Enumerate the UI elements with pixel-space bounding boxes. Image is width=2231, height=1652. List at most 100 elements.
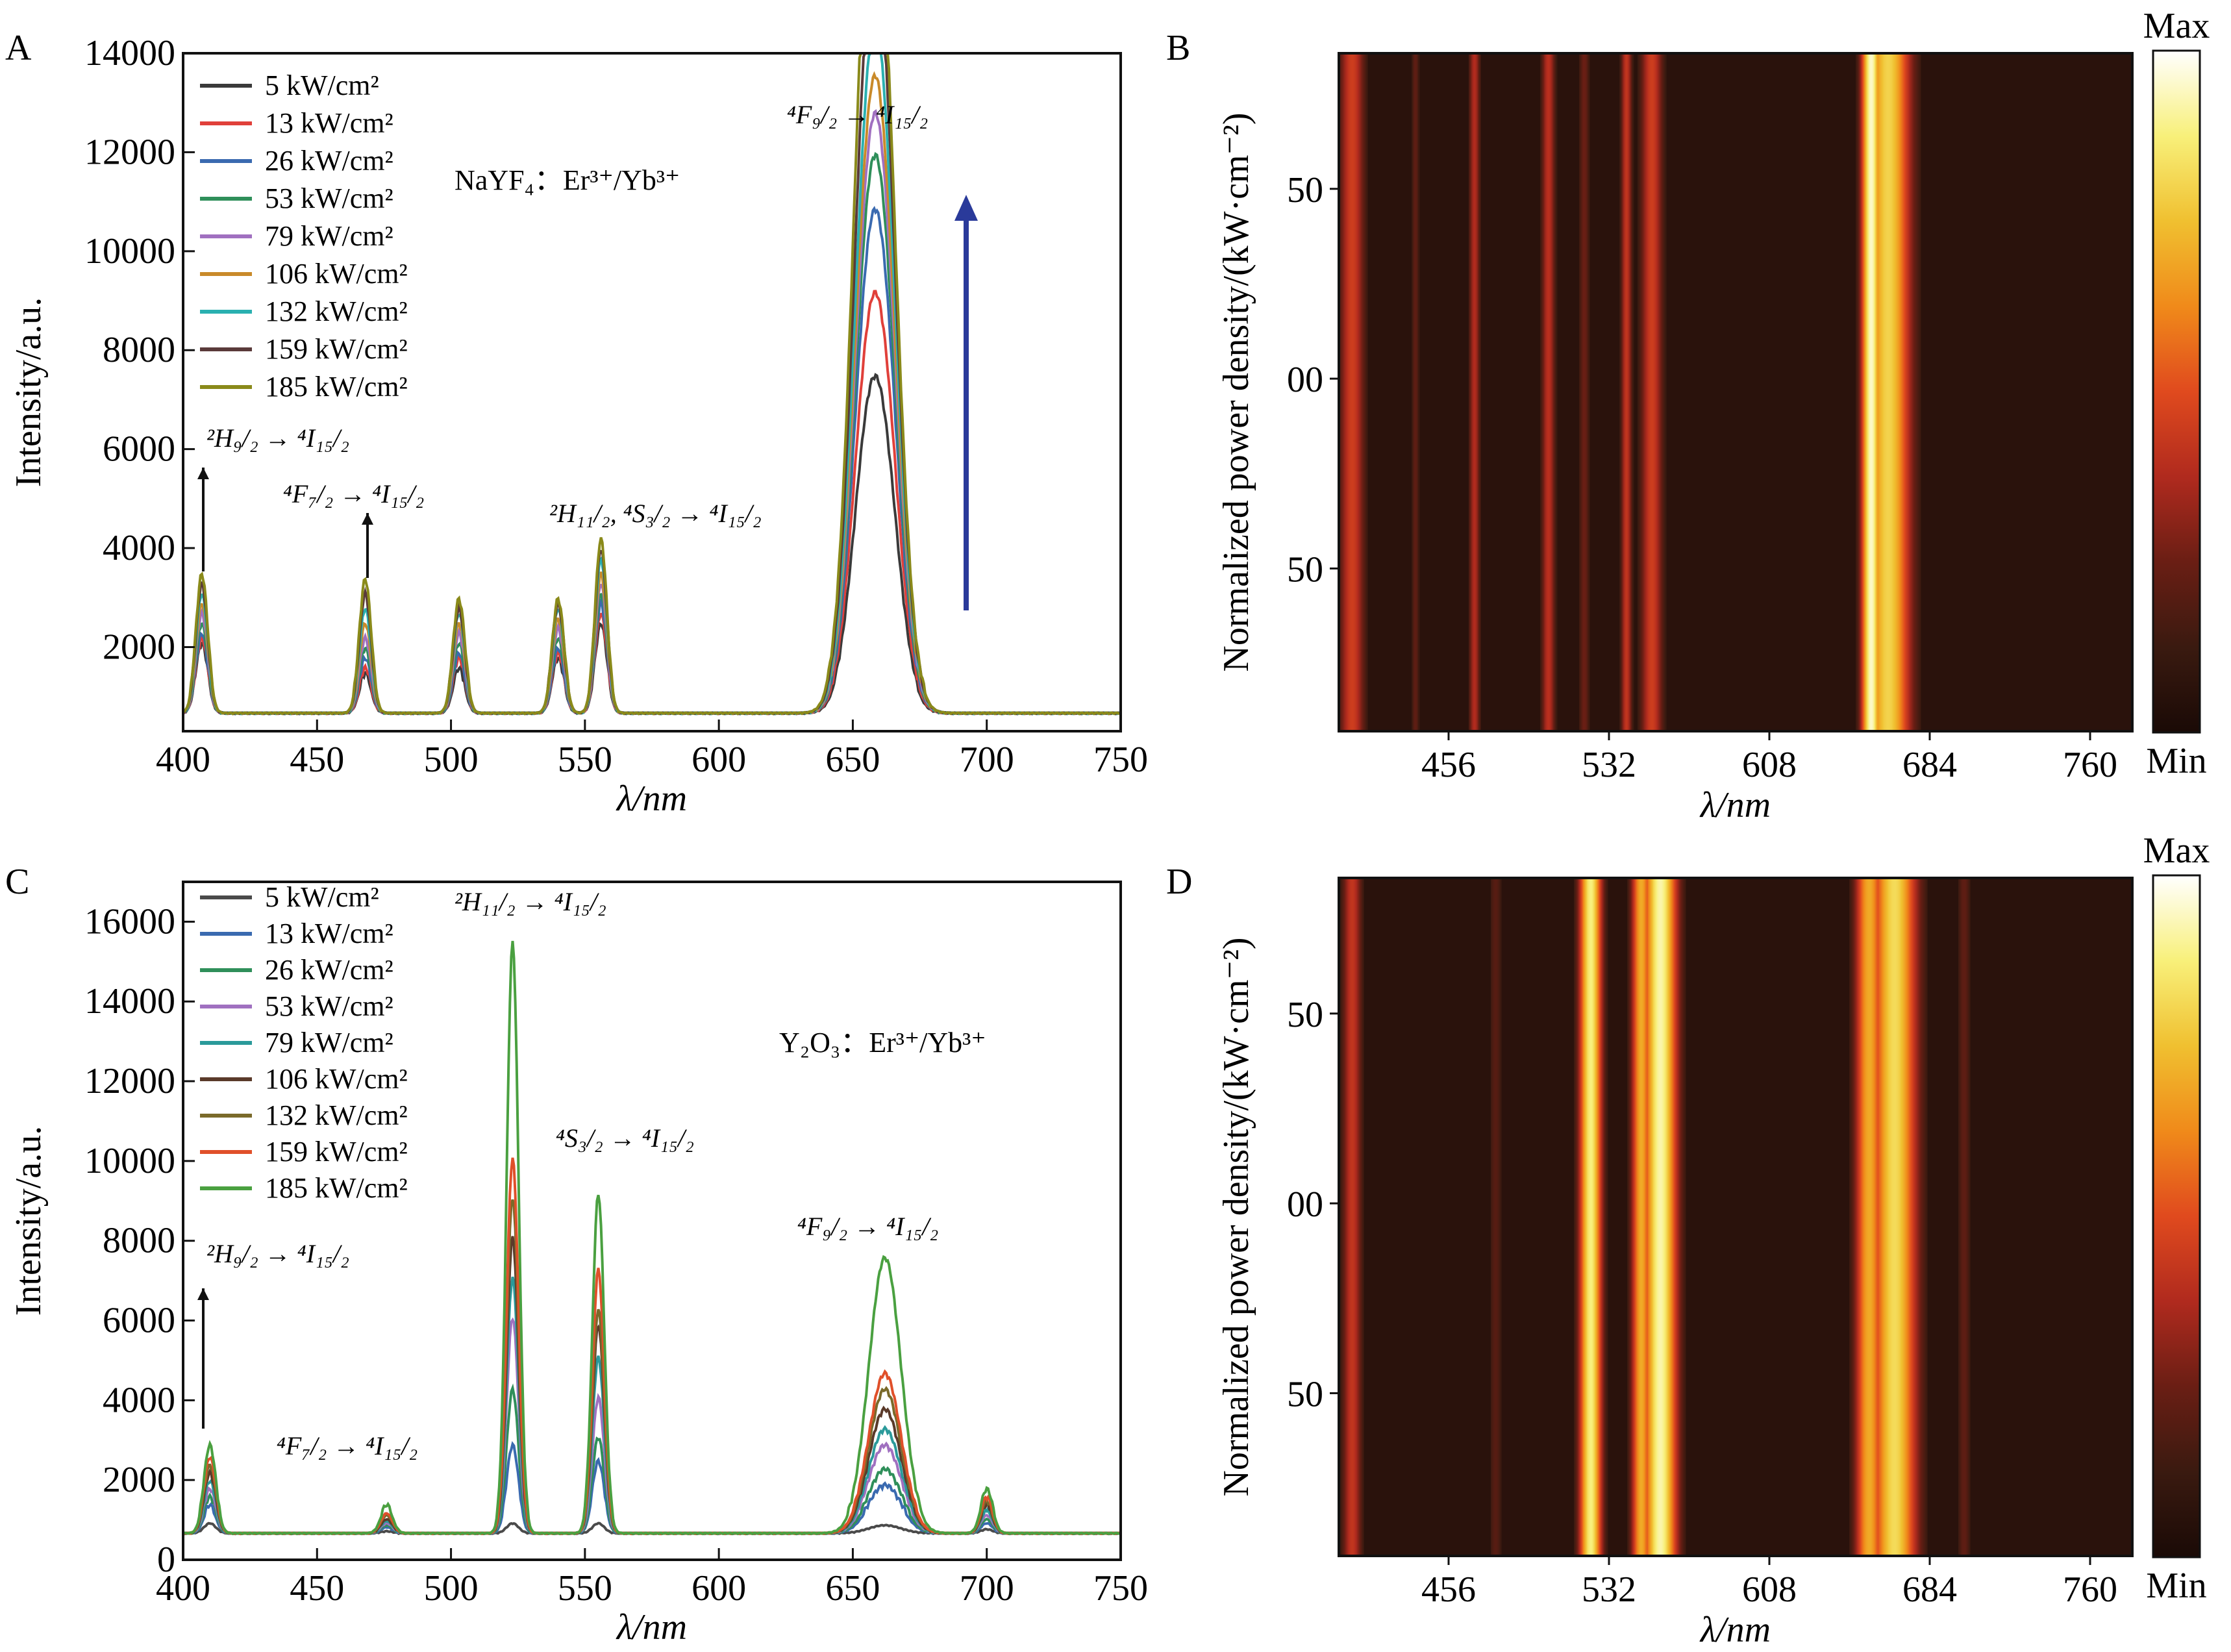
heatmap-column (1582, 53, 1584, 731)
heatmap-column (1896, 878, 1898, 1556)
sample-label: Y₂O₃：Er³⁺/Yb³⁺ (779, 1027, 986, 1058)
heatmap-column (1961, 878, 1963, 1556)
y-axis-label: Normalized power density/(kW·cm⁻²) (1216, 112, 1256, 671)
heatmap-column (1583, 53, 1585, 731)
heatmap-column (1879, 53, 1881, 731)
heatmap-column (1649, 53, 1651, 731)
y-tick-label: 8000 (103, 330, 175, 370)
heatmap-column (1349, 878, 1351, 1556)
spectrum-line (182, 1276, 1121, 1536)
heatmap-column (1664, 53, 1665, 731)
transition-annotation: ⁴F₇/₂ → ⁴I₁₅/₂ (283, 479, 424, 508)
heatmap-column (1674, 878, 1676, 1556)
heatmap-column (1470, 53, 1472, 731)
heatmap-column (1851, 878, 1852, 1556)
x-tick-label: 500 (424, 1568, 479, 1608)
heatmap-column (1915, 53, 1917, 731)
heatmap-column (1683, 878, 1685, 1556)
panel-label-a: A (5, 28, 32, 68)
x-tick-label: 456 (1421, 745, 1476, 785)
heatmap-column (1912, 53, 1913, 731)
heatmap-column (1497, 878, 1499, 1556)
heatmap-column (1414, 53, 1416, 731)
legend-entry: 13 kW/cm² (265, 918, 393, 949)
heatmap-column (1469, 53, 1471, 731)
heatmap-column (1604, 878, 1606, 1556)
heatmap-column (1654, 53, 1656, 731)
heatmap-column (1913, 53, 1915, 731)
heatmap-column (1867, 878, 1869, 1556)
heatmap-column (1665, 53, 1667, 731)
heatmap-column (1365, 53, 1367, 731)
heatmap-column (1648, 878, 1650, 1556)
x-tick-label: 450 (290, 740, 344, 780)
heatmap-column (1348, 878, 1350, 1556)
heatmap-column (1886, 878, 1888, 1556)
heatmap-column (1627, 53, 1629, 731)
heatmap-column (1905, 53, 1907, 731)
spectrum-line (182, 1236, 1121, 1536)
heatmap-column (1643, 878, 1645, 1556)
heatmap-column (1545, 53, 1547, 731)
y-axis-label: Intensity/a.u. (8, 1126, 49, 1316)
heatmap-column (1866, 878, 1868, 1556)
heatmap-column (1495, 878, 1497, 1556)
y-tick-label: 10000 (84, 1141, 175, 1181)
heatmap-column (1917, 53, 1919, 731)
heatmap-frame (1338, 52, 2134, 732)
heatmap-column (1888, 878, 1890, 1556)
heatmap-column (1347, 53, 1349, 731)
heatmap-column (1895, 53, 1897, 731)
heatmap-column (1914, 878, 1916, 1556)
heatmap-column (1579, 53, 1581, 731)
heatmap-column (1584, 53, 1586, 731)
heatmap-column (1644, 53, 1646, 731)
heatmap-column (1631, 878, 1633, 1556)
heatmap-column (1915, 878, 1917, 1556)
transition-annotation: ²H₁₁/₂, ⁴S₃/₂ → ⁴I₁₅/₂ (549, 499, 762, 528)
heatmap-column (1587, 878, 1589, 1556)
heatmap-column (1492, 878, 1494, 1556)
heatmap-background (1339, 53, 2132, 731)
heatmap-column (1914, 53, 1916, 731)
heatmap-column (1873, 53, 1875, 731)
heatmap-column (1361, 878, 1363, 1556)
x-axis-label: λ/nm (616, 779, 687, 819)
heatmap-column (1351, 53, 1352, 731)
heatmap-column (1849, 878, 1851, 1556)
heatmap-column (1897, 878, 1899, 1556)
colorbar-min-label: Min (2146, 1566, 2206, 1606)
heatmap-column (1579, 878, 1581, 1556)
heatmap-column (1621, 53, 1623, 731)
heatmap-column (1660, 878, 1662, 1556)
heatmap-column (1640, 53, 1642, 731)
panel-b-heatmap: 456 532 608 684 760 50 00 50 λ/nm Normalized powe… (1216, 6, 2210, 825)
heatmap-column (1340, 53, 1342, 731)
heatmap-column (1499, 878, 1501, 1556)
heatmap-column (1547, 53, 1549, 731)
heatmap-column (1632, 878, 1634, 1556)
heatmap-column (1344, 878, 1346, 1556)
heatmap-column (1901, 53, 1903, 731)
heatmap-column (1597, 878, 1599, 1556)
heatmap-column (1963, 878, 1965, 1556)
heatmap-column (1922, 878, 1924, 1556)
heatmap-column (1417, 53, 1419, 731)
heatmap-column (1627, 878, 1629, 1556)
legend-entry: 53 kW/cm² (265, 182, 393, 214)
heatmap-column (1876, 878, 1878, 1556)
x-tick-label: 400 (156, 1568, 210, 1608)
heatmap-column (1858, 53, 1860, 731)
heatmap-column (1673, 878, 1675, 1556)
y-tick-label: 16000 (84, 901, 175, 942)
transition-annotation: ²H₉/₂ → ⁴I₁₅/₂ (206, 1239, 349, 1268)
heatmap-column (1592, 878, 1594, 1556)
legend-entry: 106 kW/cm² (265, 1063, 408, 1095)
y-tick-label: 50 (1287, 170, 1323, 210)
heatmap-column (1344, 53, 1346, 731)
spectrum-line (182, 52, 1121, 716)
heatmap-column (1586, 53, 1588, 731)
heatmap-column (1887, 878, 1889, 1556)
heatmap-column (1343, 878, 1345, 1556)
